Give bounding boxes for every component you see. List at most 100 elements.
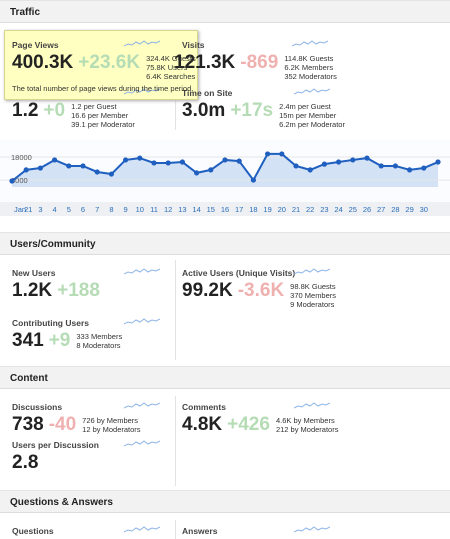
point [250, 177, 256, 183]
section-header: Questions & Answers [0, 490, 450, 513]
metric-row: 121.3K -869 114.8K Guests 6.2K Members 352 M… [174, 53, 337, 82]
metric-title: Discussions [12, 402, 63, 412]
x-tick-label: 29 [405, 205, 413, 214]
point [165, 160, 171, 166]
metric-details: 333 Members 8 Moderators [76, 332, 122, 350]
area [12, 153, 438, 187]
section-header: Traffic [0, 0, 450, 23]
metric-title: Visits [182, 40, 205, 50]
detail-line: 39.1 per Moderator [71, 120, 135, 129]
x-tick-label: 21 [292, 205, 300, 214]
detail-line: 8 Moderators [76, 341, 121, 350]
sparkline [294, 88, 330, 95]
metric-card: Questions [12, 526, 160, 539]
sparkline [124, 526, 160, 533]
detail-line: 333 Members [76, 332, 123, 341]
metric-title: Comments [182, 402, 226, 412]
point [307, 167, 313, 173]
sparkline [124, 440, 160, 447]
metric-value: 341 [12, 330, 44, 351]
metric-title: Active Users (Unique Visits) [182, 268, 296, 278]
metric-card: Active Users (Unique Visits) 99.2K -3.6K 98… [182, 268, 336, 309]
metric-details: 4.6K by Members 212 by Moderators [276, 416, 339, 434]
point [336, 159, 342, 165]
point [321, 161, 327, 167]
point [80, 163, 86, 169]
x-tick-label: 20 [278, 205, 286, 214]
detail-line: 12 by Moderators [82, 425, 141, 434]
detail-line: 75.8K Users [146, 63, 188, 72]
section-header: Users/Community [0, 232, 450, 255]
sparkline [294, 268, 330, 275]
metric-card: Comments 4.8K +426 4.6K by Members 212 by Mo… [182, 402, 338, 435]
sparkline [124, 40, 160, 47]
point [222, 157, 228, 163]
metric-title: Answers [182, 526, 218, 536]
x-tick-label: 16 [221, 205, 229, 214]
point [265, 151, 271, 157]
sparkline [124, 268, 160, 275]
detail-line: 6.4K Searches [146, 72, 196, 81]
metric-value: 1.2K [12, 280, 53, 301]
point [208, 167, 214, 173]
x-tick-label: 4 [53, 205, 57, 214]
sparkline-path [124, 318, 160, 325]
point [137, 155, 143, 161]
tooltip [4, 30, 198, 100]
point [37, 165, 44, 171]
sparkline-path [294, 268, 330, 275]
x-tick-label: 15 [207, 205, 215, 214]
detail-line: 6.2K Members [284, 63, 334, 72]
x-tick-label: 3 [38, 205, 42, 214]
x-tick-label: 24 [334, 205, 342, 214]
point [364, 155, 370, 161]
sparkline-path [124, 402, 160, 409]
x-tick-label: 8 [109, 205, 113, 214]
divider [175, 520, 176, 539]
metric-card: Time on Site 3.0m +17s 2.4m per Guest 15m pe… [182, 88, 345, 129]
metric-change: +9 [48, 330, 71, 351]
metric-title: Contributing Users [12, 318, 89, 328]
metric-card: Users per Discussion 2.8 [12, 440, 160, 473]
metric-row: 738 -40 726 by Members 12 by Moderators [12, 415, 141, 435]
sparkline [124, 318, 160, 325]
point [194, 170, 200, 176]
point [279, 151, 285, 157]
x-tick-label: 27 [377, 205, 385, 214]
metric-title: Page Views [12, 40, 59, 50]
metric-value: 99.2K [182, 280, 233, 301]
detail-line: 9 Moderators [290, 300, 335, 309]
sparkline-path [294, 88, 330, 95]
x-tick-label: 19 [263, 205, 271, 214]
metric-change: +17s [230, 100, 274, 121]
sparkline-path [294, 402, 330, 409]
detail-line: 6.2m per Moderator [279, 120, 345, 129]
metric-value: 4.8K [182, 414, 223, 435]
x-tick-label: 18 [249, 205, 257, 214]
metric-row: 2.8 [12, 453, 99, 473]
point [179, 159, 185, 165]
detail-line: 726 by Members [82, 416, 139, 425]
x-tick-label: 6 [81, 205, 85, 214]
divider [175, 260, 176, 360]
detail-line: 2.4m per Guest [279, 102, 331, 111]
point [23, 167, 29, 173]
section-header: Content [0, 366, 450, 389]
metric-row: 1.2K +188 [12, 281, 100, 301]
x-tick-label: 2 [24, 205, 28, 214]
tooltip-text: The total number of page views during th… [12, 84, 194, 93]
point [9, 178, 15, 184]
metric-row: 400.3K +23.6K 324.4K Guests 75.8K Users 6.4K… [12, 53, 196, 82]
divider [175, 396, 176, 486]
detail-line: 212 by Moderators [275, 425, 339, 434]
metric-value: 1.2 [12, 100, 39, 121]
y-tick-label: 8000 [11, 176, 28, 185]
metric-details: 98.8K Guests 370 Members 9 Moderators [290, 282, 336, 309]
metric-card: Contributing Users 341 +9 333 Members 8 Mode… [12, 318, 160, 351]
point [151, 160, 157, 166]
metric-details: 2.4m per Guest 15m per Member 6.2m per Mod… [279, 102, 345, 129]
x-tick-label: 30 [420, 205, 428, 214]
metric-change: -3.6K [237, 280, 285, 301]
sparkline [124, 88, 160, 95]
